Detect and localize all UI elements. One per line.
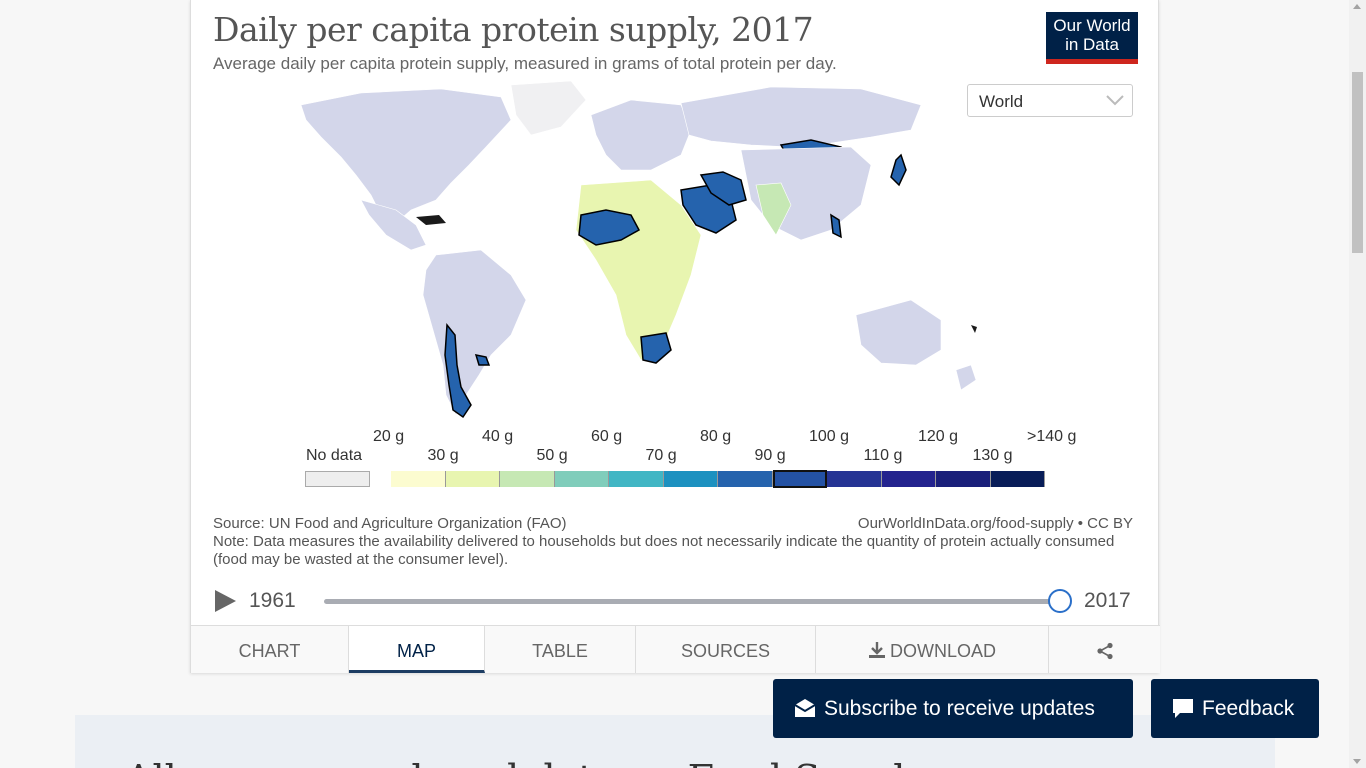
chart-card: Daily per capita protein supply, 2017 Av… [190,0,1160,673]
tab-map[interactable]: MAP [349,626,485,673]
country-mexico[interactable] [360,199,427,251]
legend-bin-label: 100 g [809,428,850,445]
country-iran[interactable] [699,171,747,206]
legend-swatch[interactable] [990,471,1045,487]
timeline-track[interactable] [324,599,1059,604]
legend-swatch[interactable] [827,471,882,487]
region-select[interactable]: World [967,84,1133,117]
tab-bar: CHART MAP TABLE SOURCES DOWNLOAD [191,625,1160,673]
legend-bin-label: 30 g [427,447,459,464]
source-note: Source: UN Food and Agriculture Organiza… [213,515,1133,569]
legend-swatch[interactable] [718,471,773,487]
chart-title: Daily per capita protein supply, 2017 [213,10,814,49]
country-fiji[interactable] [971,325,977,333]
country-south-america[interactable] [422,249,527,416]
legend-no-data-swatch[interactable] [305,471,370,487]
subscribe-label: Subscribe to receive updates [824,697,1095,720]
country-mali-niger[interactable] [578,209,641,246]
country-australia[interactable] [855,299,942,366]
legend-bin-label: 120 g [918,428,959,445]
timeline-end-year: 2017 [1084,589,1131,612]
feedback-button[interactable]: Feedback [1151,679,1319,738]
country-uruguay[interactable] [474,354,491,366]
legend-swatch[interactable] [936,471,991,487]
page-scrollbar[interactable] [1349,0,1366,768]
timeline: 1961 2017 [191,585,1160,619]
country-new-zealand[interactable] [955,364,977,391]
tab-sources[interactable]: SOURCES [636,626,816,673]
legend-bin-label: 80 g [700,428,732,445]
play-icon[interactable] [215,590,236,612]
tab-download[interactable]: DOWNLOAD [816,626,1049,673]
timeline-start-year: 1961 [249,589,296,612]
chat-bubble-icon [1173,699,1193,718]
legend-bin-label: 50 g [536,447,568,464]
scroll-up-icon[interactable] [1353,4,1361,9]
tab-table[interactable]: TABLE [485,626,636,673]
legend-swatch[interactable] [445,471,500,487]
legend-swatch[interactable] [500,471,555,487]
download-label: DOWNLOAD [889,641,996,661]
scrollbar-thumb[interactable] [1352,72,1363,253]
legend-swatch[interactable] [663,471,718,487]
legend-bin-label: 130 g [972,447,1013,464]
legend-bin-label: 20 g [373,428,405,445]
chevron-down-icon [1106,95,1124,106]
legend-bin-label: 90 g [754,447,786,464]
legend-bin-label: 60 g [591,428,623,445]
envelope-icon [794,699,816,717]
legend-swatch[interactable] [772,470,827,488]
logo-line-2: in Data [1065,35,1119,54]
legend-bin-label: 40 g [482,428,514,445]
legend-swatch[interactable] [391,471,446,487]
color-legend: No data 20 g 30 g 40 g 50 g 60 g 70 g 80 g 90 g… [191,425,1160,495]
research-heading: All our research and data on Food Supply [125,757,927,768]
country-vietnam[interactable] [830,213,842,239]
country-india[interactable] [755,182,792,236]
country-north-america[interactable] [300,88,512,224]
source-text: Source: UN Food and Agriculture Organiza… [213,515,567,532]
legend-bin-label: 110 g [863,447,903,464]
logo-line-1: Our World [1053,16,1131,35]
region-select-value: World [979,92,1024,111]
note-text: Note: Data measures the availability del… [213,533,1115,568]
country-chile-argentina[interactable] [444,323,472,419]
download-icon [868,642,885,658]
share-icon [1096,642,1113,660]
legend-bin-label: >140 g [1027,428,1077,445]
country-south-africa[interactable] [640,332,672,364]
country-europe[interactable] [590,99,692,171]
timeline-handle[interactable] [1048,589,1072,613]
legend-bin-label: 70 g [645,447,677,464]
scroll-down-icon[interactable] [1353,759,1361,764]
country-russia[interactable] [680,86,922,148]
legend-swatch[interactable] [554,471,609,487]
world-map[interactable] [211,75,1041,425]
country-africa[interactable] [575,179,702,361]
tab-share[interactable] [1049,626,1160,673]
country-greenland[interactable] [510,80,587,136]
legend-swatch[interactable] [881,471,936,487]
source-url[interactable]: OurWorldInData.org/food-supply • CC BY [857,515,1133,532]
legend-swatch[interactable] [609,471,664,487]
chart-subtitle: Average daily per capita protein supply,… [213,54,837,73]
subscribe-button[interactable]: Subscribe to receive updates [773,679,1133,738]
legend-no-data-label: No data [306,447,363,464]
tab-chart[interactable]: CHART [191,626,349,673]
country-japan[interactable] [890,153,907,187]
country-cuba[interactable] [416,215,446,225]
owid-logo[interactable]: Our World in Data [1046,12,1138,64]
feedback-label: Feedback [1202,697,1295,720]
